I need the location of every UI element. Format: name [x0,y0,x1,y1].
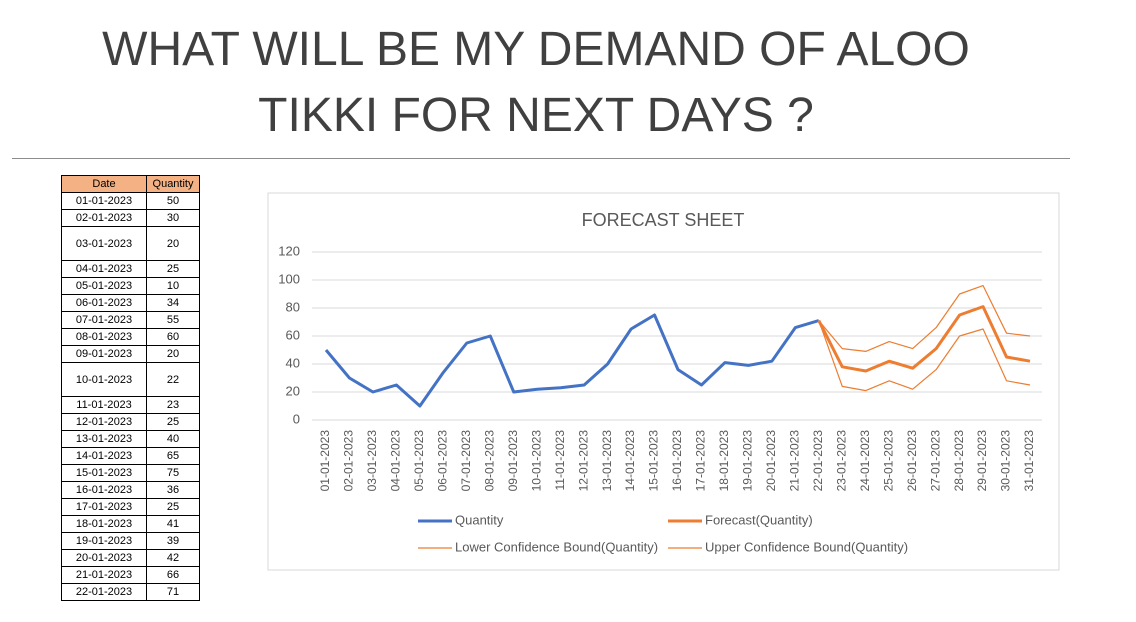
y-tick-label: 40 [286,355,300,370]
table-cell: 10 [146,277,200,295]
slide-title: TIKKI FOR NEXT DAYS ? [258,89,814,142]
table-cell: 20 [146,226,200,261]
table-cell: 07-01-2023 [61,311,147,329]
series-line [818,320,1031,392]
x-tick-label: 18-01-2023 [717,430,731,492]
x-tick-label: 07-01-2023 [459,430,473,492]
table-cell: 25 [146,260,200,278]
x-tick-label: 12-01-2023 [576,430,590,492]
x-tick-label: 05-01-2023 [412,430,426,492]
table-row: 21-01-2023 66 [61,566,200,584]
table-cell: 75 [146,464,200,482]
slide-title: WHAT WILL BE MY DEMAND OF ALOO [102,23,970,76]
x-tick-label: 06-01-2023 [436,430,450,492]
data-table: Date Quantity 01-01-2023 50 02-01-2023 30 03-0… [61,175,200,601]
table-cell: 09-01-2023 [61,345,147,363]
table-row: 03-01-2023 20 [61,226,200,261]
table-row: 19-01-2023 39 [61,532,200,550]
table-row: 13-01-2023 40 [61,430,200,448]
table-row: 06-01-2023 34 [61,294,200,312]
y-tick-label: 100 [278,271,300,286]
y-tick-label: 120 [278,243,300,258]
x-tick-label: 25-01-2023 [881,430,895,492]
legend-label: Quantity [455,512,504,527]
y-tick-label: 20 [286,383,300,398]
x-tick-label: 10-01-2023 [529,430,543,492]
table-cell: 19-01-2023 [61,532,147,550]
header-cell: Quantity [146,175,200,193]
x-tick-label: 02-01-2023 [342,430,356,492]
legend-label: Upper Confidence Bound(Quantity) [705,539,908,554]
header-cell: Date [61,175,147,193]
x-tick-label: 19-01-2023 [741,430,755,492]
legend-label: Forecast(Quantity) [705,512,813,527]
y-tick-label: 80 [286,299,300,314]
header-row: Date Quantity [61,175,200,193]
table-cell: 22-01-2023 [61,583,147,601]
table-row: 17-01-2023 25 [61,498,200,516]
table-row: 14-01-2023 65 [61,447,200,465]
x-tick-label: 29-01-2023 [975,430,989,492]
table-row: 08-01-2023 60 [61,328,200,346]
series-line [817,305,1031,373]
x-tick-label: 09-01-2023 [506,430,520,492]
table-row: 15-01-2023 75 [61,464,200,482]
legend-label: Lower Confidence Bound(Quantity) [455,539,658,554]
table-row: 09-01-2023 20 [61,345,200,363]
x-tick-label: 04-01-2023 [389,430,403,492]
x-tick-label: 11-01-2023 [553,430,567,491]
x-tick-label: 01-01-2023 [318,430,332,492]
chart-frame [267,192,1060,571]
table-row: 18-01-2023 41 [61,515,200,533]
x-tick-label: 31-01-2023 [1022,430,1036,492]
table-cell: 14-01-2023 [61,447,147,465]
table-cell: 12-01-2023 [61,413,147,431]
table-row: 22-01-2023 71 [61,583,200,601]
table-cell: 01-01-2023 [61,192,147,210]
table-row: 07-01-2023 55 [61,311,200,329]
table-cell: 30 [146,209,200,227]
table-cell: 21-01-2023 [61,566,147,584]
x-tick-label: 16-01-2023 [670,430,684,492]
table-row: 10-01-2023 22 [61,362,200,397]
series-line [818,285,1031,352]
x-tick-label: 24-01-2023 [858,430,872,492]
x-tick-label: 17-01-2023 [694,430,708,492]
table-cell: 20 [146,345,200,363]
x-tick-label: 15-01-2023 [647,430,661,492]
x-tick-label: 23-01-2023 [834,430,848,492]
y-tick-label: 60 [286,327,300,342]
table-cell: 71 [146,583,200,601]
table-cell: 41 [146,515,200,533]
table-cell: 39 [146,532,200,550]
x-tick-label: 27-01-2023 [928,430,942,492]
table-cell: 60 [146,328,200,346]
table-row: 02-01-2023 30 [61,209,200,227]
x-tick-label: 14-01-2023 [623,430,637,492]
x-tick-label: 21-01-2023 [788,430,802,492]
x-tick-label: 26-01-2023 [905,430,919,492]
x-tick-label: 13-01-2023 [600,430,614,492]
x-tick-label: 30-01-2023 [999,430,1013,492]
table-cell: 66 [146,566,200,584]
y-tick-label: 0 [293,411,300,426]
table-cell: 03-01-2023 [61,226,147,261]
x-tick-label: 08-01-2023 [482,430,496,492]
chart-title: FORECAST SHEET [582,210,745,230]
separator [12,158,1070,159]
table-cell: 06-01-2023 [61,294,147,312]
x-tick-label: 22-01-2023 [811,430,825,492]
x-tick-label: 03-01-2023 [365,430,379,492]
x-tick-label: 28-01-2023 [952,430,966,492]
x-tick-label: 20-01-2023 [764,430,778,492]
series-line [324,313,820,408]
